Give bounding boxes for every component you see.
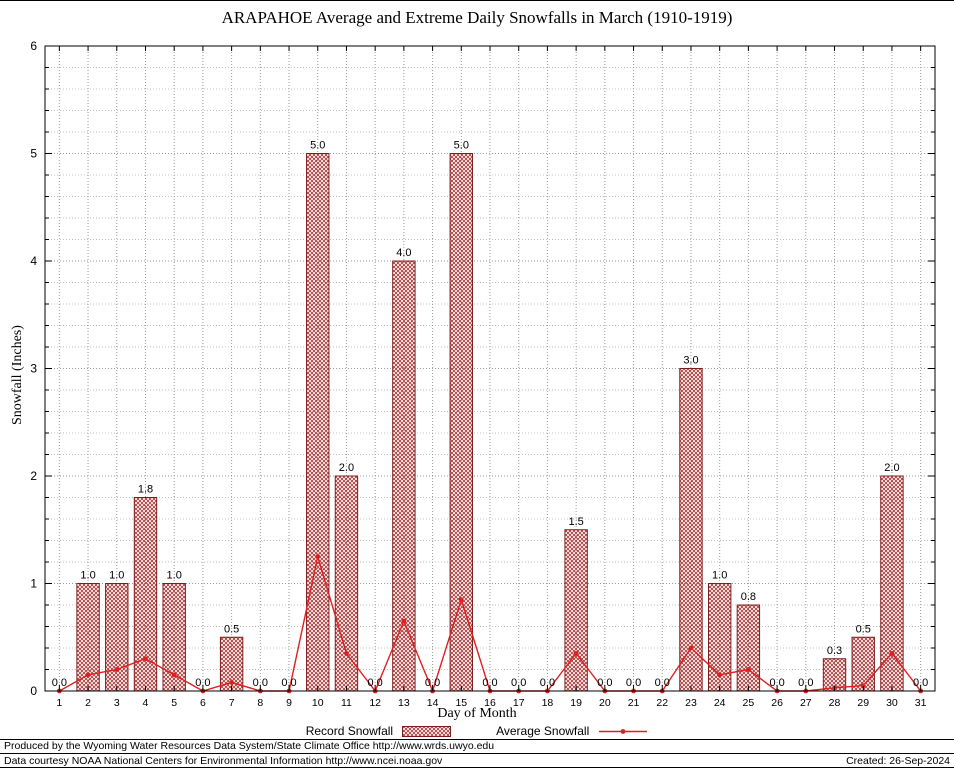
svg-text:22: 22: [656, 697, 668, 709]
created-date: Created: 26-Sep-2024: [846, 755, 950, 767]
svg-text:1.5: 1.5: [568, 516, 583, 528]
x-axis-label: Day of Month: [437, 706, 517, 721]
footer: Produced by the Wyoming Water Resources …: [0, 739, 954, 767]
svg-text:0.0: 0.0: [281, 677, 296, 689]
legend-label-average: Average Snowfall: [496, 724, 590, 738]
svg-text:3: 3: [30, 362, 37, 376]
svg-text:19: 19: [570, 697, 582, 709]
chart-plot: 0.01.0 1.01.81.00.00.50.0 0.05.02.00.04.00…: [30, 39, 936, 709]
svg-text:1.8: 1.8: [138, 484, 153, 496]
svg-text:5.0: 5.0: [310, 140, 325, 152]
svg-text:0.0: 0.0: [798, 677, 813, 689]
svg-text:13: 13: [398, 697, 410, 709]
svg-text:25: 25: [743, 697, 755, 709]
legend-item-record: Record Snowfall: [306, 724, 452, 738]
legend-label-record: Record Snowfall: [305, 724, 394, 738]
svg-text:18: 18: [542, 697, 554, 709]
svg-text:20: 20: [599, 697, 611, 709]
record-snowfall-bars: [76, 153, 904, 692]
svg-text:2: 2: [30, 469, 37, 483]
svg-text:0.0: 0.0: [626, 677, 641, 689]
svg-text:0.0: 0.0: [195, 677, 210, 689]
svg-text:0.0: 0.0: [482, 677, 497, 689]
svg-text:17: 17: [513, 697, 525, 709]
svg-text:0.0: 0.0: [368, 677, 383, 689]
svg-text:10: 10: [312, 697, 324, 709]
svg-text:24: 24: [714, 697, 726, 709]
svg-text:1.0: 1.0: [80, 570, 95, 582]
svg-text:7: 7: [229, 697, 235, 709]
svg-text:3: 3: [114, 697, 120, 709]
svg-text:9: 9: [286, 697, 292, 709]
footer-row-2: Data courtesy NOAA National Centers for …: [0, 754, 954, 767]
svg-text:0.0: 0.0: [769, 677, 784, 689]
svg-text:26: 26: [771, 697, 783, 709]
average-snowfall-line: [56, 554, 924, 694]
svg-text:1.0: 1.0: [167, 570, 182, 582]
svg-text:6: 6: [30, 39, 37, 53]
svg-text:0.0: 0.0: [540, 677, 555, 689]
svg-text:3.0: 3.0: [683, 355, 698, 367]
svg-text:27: 27: [800, 697, 812, 709]
svg-text:1: 1: [30, 577, 37, 591]
svg-text:11: 11: [341, 697, 352, 709]
svg-text:2.0: 2.0: [884, 462, 899, 474]
svg-text:1.0: 1.0: [712, 570, 727, 582]
svg-text:14: 14: [427, 697, 439, 709]
svg-text:29: 29: [857, 697, 869, 709]
svg-text:0.0: 0.0: [913, 677, 928, 689]
svg-text:0.0: 0.0: [655, 677, 670, 689]
svg-text:0: 0: [30, 684, 37, 698]
svg-text:30: 30: [886, 697, 898, 709]
svg-text:16: 16: [484, 697, 496, 709]
svg-text:0.0: 0.0: [597, 677, 612, 689]
svg-text:0.3: 0.3: [827, 645, 842, 657]
svg-text:0.0: 0.0: [425, 677, 440, 689]
chart-legend: Record Snowfall Average Snowfall: [0, 723, 954, 739]
average-snowfall-swatch: [599, 728, 648, 734]
footer-line-2: Data courtesy NOAA National Centers for …: [4, 755, 443, 767]
record-snowfall-swatch: [402, 725, 452, 737]
svg-text:28: 28: [829, 697, 841, 709]
svg-text:6: 6: [200, 697, 206, 709]
svg-text:1.0: 1.0: [109, 570, 124, 582]
svg-text:31: 31: [915, 697, 927, 709]
legend-item-average: Average Snowfall: [496, 724, 648, 738]
svg-text:5: 5: [171, 697, 177, 709]
svg-text:15: 15: [455, 697, 467, 709]
bar-value-labels: 0.0 1.0 1.0 1.8 1.0 0.0 0.5 0.0 0.0 5.0 2.0 0.0 4.0 0…: [52, 140, 929, 690]
svg-text:8: 8: [257, 697, 263, 709]
svg-text:12: 12: [369, 697, 381, 709]
svg-text:0.5: 0.5: [224, 623, 239, 635]
svg-text:4.0: 4.0: [396, 247, 411, 259]
svg-text:4: 4: [30, 254, 37, 268]
svg-text:0.5: 0.5: [856, 623, 871, 635]
svg-text:0.0: 0.0: [511, 677, 526, 689]
svg-text:2: 2: [85, 697, 91, 709]
svg-text:0.0: 0.0: [52, 677, 67, 689]
footer-line-1: Produced by the Wyoming Water Resources …: [0, 740, 954, 754]
svg-text:2.0: 2.0: [339, 462, 354, 474]
chart-title: ARAPAHOE Average and Extreme Daily Snowf…: [221, 8, 733, 27]
svg-text:5: 5: [30, 147, 37, 161]
svg-text:1: 1: [56, 697, 62, 709]
svg-text:21: 21: [628, 697, 640, 709]
svg-text:23: 23: [685, 697, 697, 709]
svg-text:5.0: 5.0: [454, 140, 469, 152]
svg-text:4: 4: [143, 697, 149, 709]
svg-text:0.8: 0.8: [741, 591, 756, 603]
svg-text:0.0: 0.0: [253, 677, 268, 689]
